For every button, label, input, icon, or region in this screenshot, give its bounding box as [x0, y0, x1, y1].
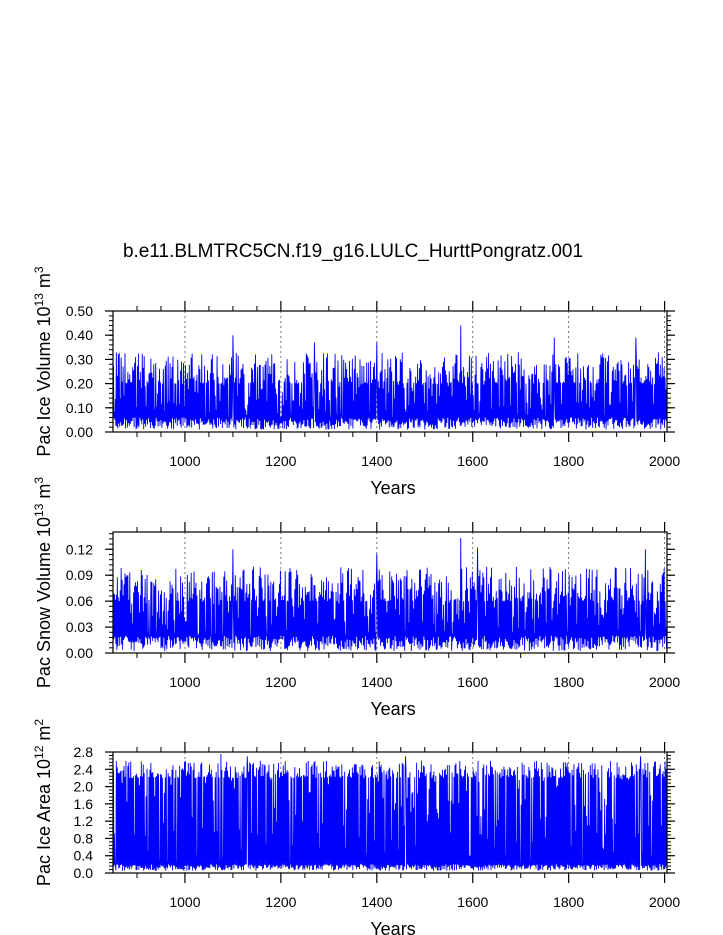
panel-ice-area: 0.00.4 0.81.21.62.0 2.42.8 1000 1200 1400 1600… — [32, 719, 680, 935]
y-tick-label: 1.6 — [74, 796, 94, 812]
y-tick-label: 0.09 — [66, 567, 93, 583]
series-line — [112, 754, 668, 871]
plot-frame — [112, 751, 668, 874]
y-axis-label: Pac Ice Volume 1013 m3 — [32, 266, 54, 456]
x-tick-label: 1800 — [553, 453, 584, 469]
y-tick-label: 0.03 — [66, 619, 93, 635]
y-tick-label: 0.30 — [66, 351, 93, 367]
chart-title: b.e11.BLMTRC5CN.f19_g16.LULC_HurttPongra… — [123, 241, 583, 262]
y-tick-label: 0.40 — [66, 327, 93, 343]
y-tick-label: 2.0 — [74, 779, 94, 795]
y-tick-label: 2.8 — [74, 744, 94, 760]
x-axis-label: Years — [370, 699, 415, 719]
y-tick-label: 0.50 — [66, 303, 93, 319]
x-tick-label: 1000 — [169, 453, 200, 469]
y-tick-label: 2.4 — [74, 761, 94, 777]
y-tick-label: 0.20 — [66, 376, 93, 392]
x-tick-label: 2000 — [649, 453, 680, 469]
x-tick-label: 2000 — [649, 674, 680, 690]
x-tick-label: 1400 — [361, 453, 392, 469]
x-tick-label: 2000 — [649, 894, 680, 910]
x-tick-label: 1600 — [457, 453, 488, 469]
x-axis-label: Years — [370, 478, 415, 498]
y-tick-label: 0.06 — [66, 593, 93, 609]
panel-snow-volume: 0.00 0.03 0.06 0.09 0.12 1000 1200 1400 1600 1800… — [32, 477, 680, 719]
y-tick-label: 0.12 — [66, 541, 93, 557]
series-line — [112, 325, 668, 430]
x-tick-label: 1000 — [169, 674, 200, 690]
plot-frame — [112, 310, 668, 433]
series-line — [112, 538, 668, 652]
panel-ice-volume: 0.00 0.10 0.20 0.30 0.40 0.50 1000 1200 1400 1600… — [32, 266, 680, 498]
y-tick-label: 0.8 — [74, 830, 94, 846]
x-tick-label: 1800 — [553, 894, 584, 910]
x-tick-label: 1600 — [457, 674, 488, 690]
x-axis-label: Years — [370, 919, 415, 935]
y-tick-label: 0.10 — [66, 400, 93, 416]
y-tick-label: 0.00 — [66, 645, 93, 661]
x-tick-label: 1800 — [553, 674, 584, 690]
x-tick-label: 1400 — [361, 894, 392, 910]
x-tick-label: 1400 — [361, 674, 392, 690]
y-tick-label: 0.0 — [74, 865, 94, 881]
y-tick-label: 1.2 — [74, 813, 94, 829]
x-tick-label: 1200 — [265, 453, 296, 469]
x-tick-label: 1000 — [169, 894, 200, 910]
x-tick-label: 1600 — [457, 894, 488, 910]
y-axis-label: Pac Ice Area 1012 m2 — [32, 719, 54, 886]
plot-frame — [112, 531, 668, 654]
x-tick-label: 1200 — [265, 674, 296, 690]
y-axis-label: Pac Snow Volume 1013 m3 — [32, 477, 54, 688]
y-tick-label: 0.00 — [66, 424, 93, 440]
y-tick-label: 0.4 — [74, 848, 94, 864]
x-tick-label: 1200 — [265, 894, 296, 910]
